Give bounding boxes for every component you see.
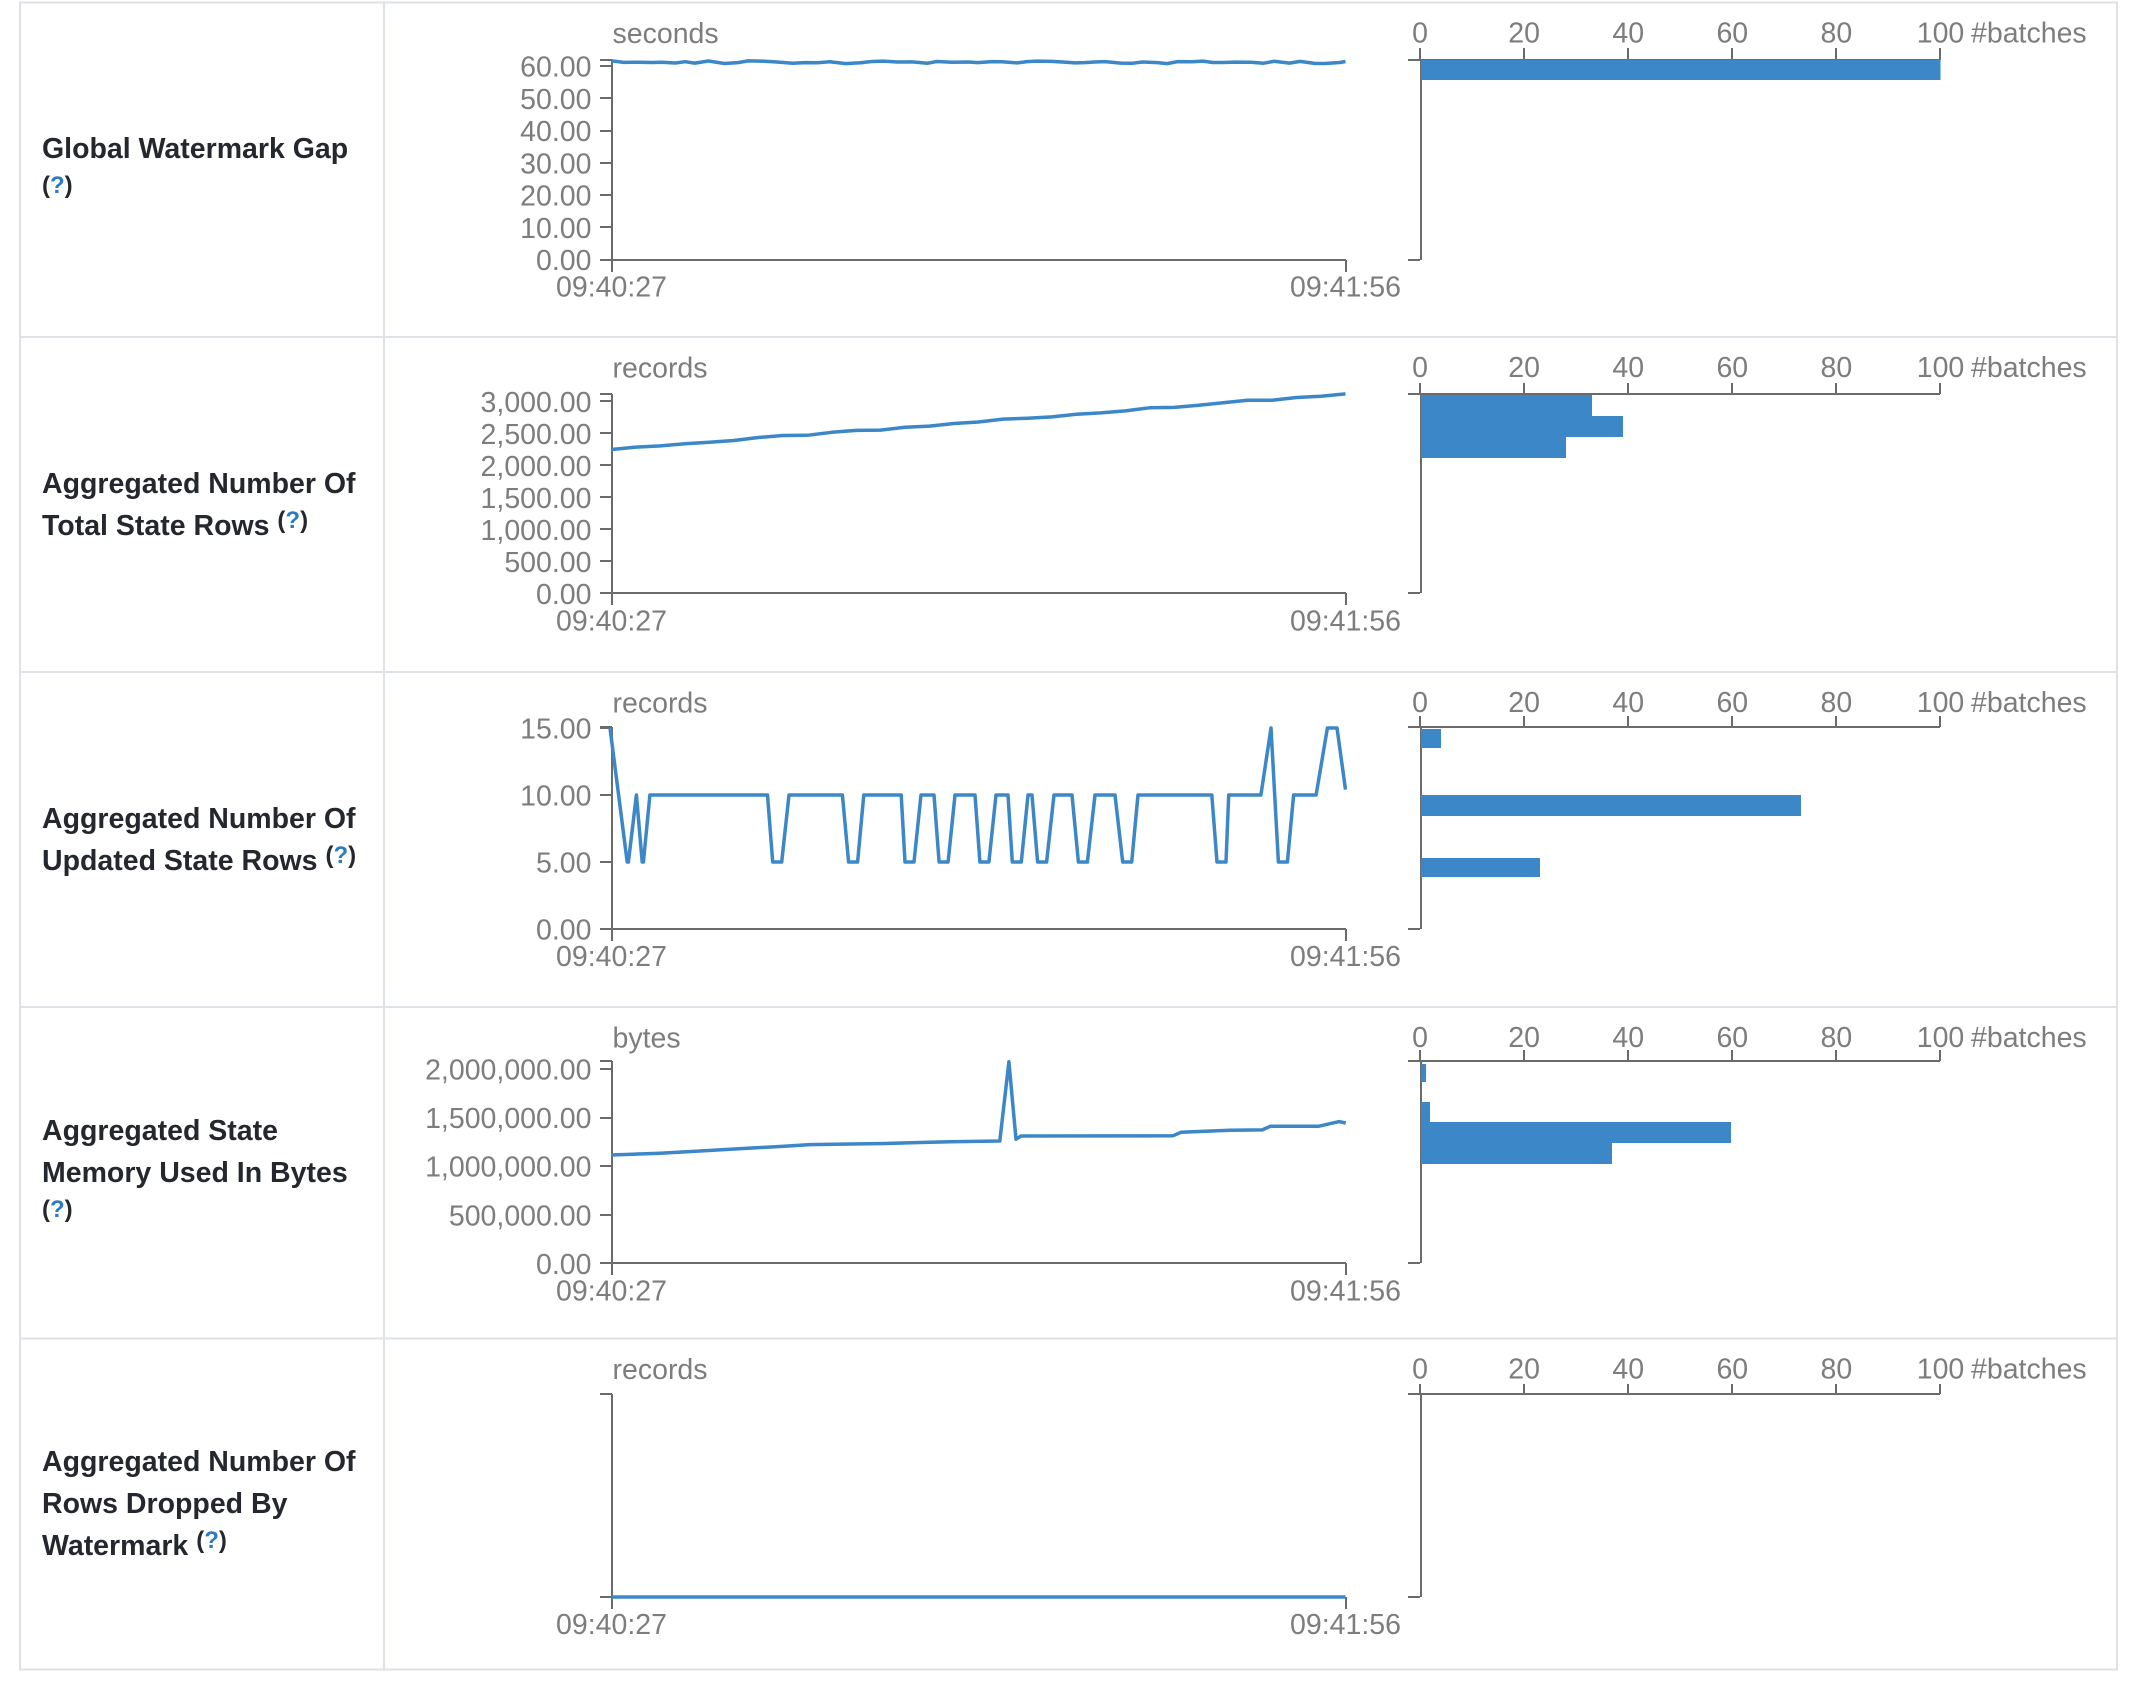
svg-text:100: 100	[1917, 687, 1965, 719]
svg-text:0.00: 0.00	[536, 579, 591, 611]
svg-text:40: 40	[1612, 18, 1644, 50]
svg-text:#batches: #batches	[1971, 18, 2087, 50]
svg-text:1,500,000.00: 1,500,000.00	[425, 1103, 591, 1135]
svg-text:records: records	[613, 353, 708, 385]
svg-text:3,000.00: 3,000.00	[481, 387, 592, 419]
svg-text:60: 60	[1716, 1354, 1748, 1386]
svg-text:80: 80	[1821, 352, 1853, 384]
svg-text:30.00: 30.00	[520, 148, 591, 180]
svg-text:80: 80	[1821, 18, 1853, 50]
svg-text:09:40:27: 09:40:27	[556, 1275, 667, 1307]
svg-text:60.00: 60.00	[520, 52, 591, 84]
svg-text:09:40:27: 09:40:27	[556, 272, 667, 304]
svg-text:records: records	[613, 688, 708, 720]
svg-text:bytes: bytes	[613, 1023, 681, 1055]
svg-text:60: 60	[1716, 352, 1748, 384]
svg-text:5.00: 5.00	[536, 848, 591, 880]
svg-text:80: 80	[1821, 1354, 1853, 1386]
svg-text:1,500.00: 1,500.00	[481, 483, 592, 515]
svg-text:#batches: #batches	[1971, 687, 2087, 719]
svg-text:09:41:56: 09:41:56	[1290, 941, 1401, 973]
svg-text:500,000.00: 500,000.00	[449, 1200, 592, 1232]
svg-text:#batches: #batches	[1971, 352, 2087, 384]
svg-text:2,000.00: 2,000.00	[481, 451, 592, 483]
svg-text:0: 0	[1412, 18, 1428, 50]
svg-text:20.00: 20.00	[520, 181, 591, 213]
svg-text:40.00: 40.00	[520, 116, 591, 148]
svg-text:40: 40	[1612, 1354, 1644, 1386]
svg-text:0.00: 0.00	[536, 245, 591, 277]
svg-text:60: 60	[1716, 687, 1748, 719]
svg-text:0: 0	[1412, 352, 1428, 384]
svg-text:09:41:56: 09:41:56	[1290, 272, 1401, 304]
svg-text:100: 100	[1917, 18, 1965, 50]
svg-text:09:40:27: 09:40:27	[556, 605, 667, 637]
svg-text:100: 100	[1917, 1022, 1965, 1054]
svg-text:2,500.00: 2,500.00	[481, 419, 592, 451]
svg-text:#batches: #batches	[1971, 1022, 2087, 1054]
svg-text:09:41:56: 09:41:56	[1290, 1609, 1401, 1641]
svg-text:60: 60	[1716, 18, 1748, 50]
svg-text:20: 20	[1508, 687, 1540, 719]
svg-text:40: 40	[1612, 352, 1644, 384]
svg-text:40: 40	[1612, 1022, 1644, 1054]
svg-text:500.00: 500.00	[504, 547, 591, 579]
svg-text:50.00: 50.00	[520, 84, 591, 116]
svg-text:0.00: 0.00	[536, 1249, 591, 1281]
svg-text:#batches: #batches	[1971, 1354, 2087, 1386]
svg-text:0.00: 0.00	[536, 915, 591, 947]
svg-text:seconds: seconds	[613, 18, 719, 50]
svg-text:09:40:27: 09:40:27	[556, 941, 667, 973]
svg-text:2,000,000.00: 2,000,000.00	[425, 1055, 591, 1087]
svg-text:0: 0	[1412, 687, 1428, 719]
svg-text:0: 0	[1412, 1022, 1428, 1054]
svg-text:20: 20	[1508, 352, 1540, 384]
svg-text:1,000,000.00: 1,000,000.00	[425, 1152, 591, 1184]
svg-text:10.00: 10.00	[520, 781, 591, 813]
svg-text:10.00: 10.00	[520, 213, 591, 245]
svg-text:20: 20	[1508, 18, 1540, 50]
svg-text:records: records	[613, 1354, 708, 1386]
svg-text:100: 100	[1917, 1354, 1965, 1386]
svg-text:60: 60	[1716, 1022, 1748, 1054]
svg-text:100: 100	[1917, 352, 1965, 384]
svg-text:0: 0	[1412, 1354, 1428, 1386]
svg-text:20: 20	[1508, 1354, 1540, 1386]
svg-text:40: 40	[1612, 687, 1644, 719]
svg-text:09:40:27: 09:40:27	[556, 1609, 667, 1641]
svg-text:20: 20	[1508, 1022, 1540, 1054]
svg-text:80: 80	[1821, 687, 1853, 719]
svg-text:09:41:56: 09:41:56	[1290, 1275, 1401, 1307]
svg-text:80: 80	[1821, 1022, 1853, 1054]
svg-text:09:41:56: 09:41:56	[1290, 605, 1401, 637]
svg-text:1,000.00: 1,000.00	[481, 515, 592, 547]
svg-text:15.00: 15.00	[520, 714, 591, 746]
